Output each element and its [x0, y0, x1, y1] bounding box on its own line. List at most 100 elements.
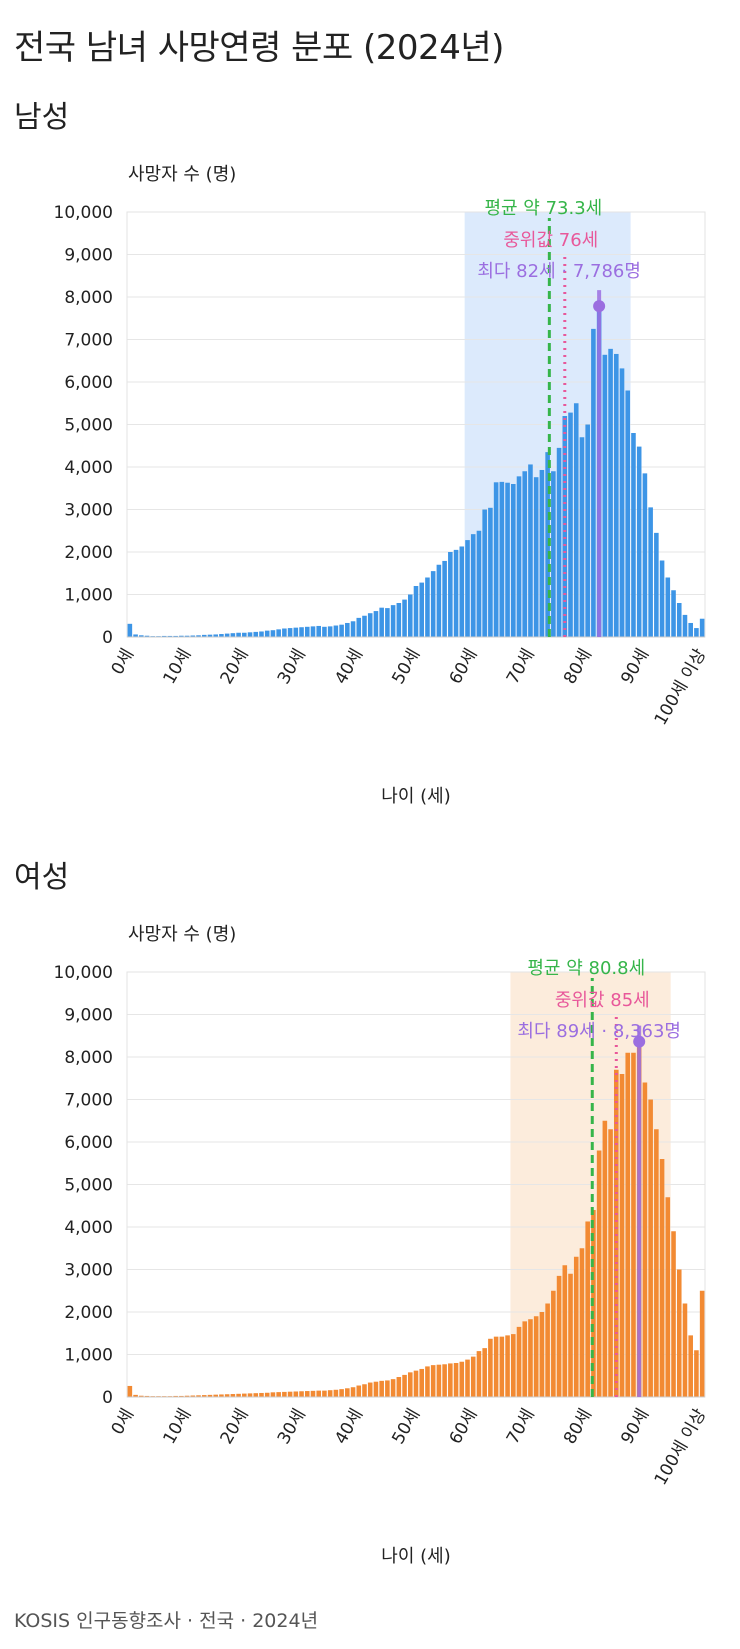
bar	[373, 611, 379, 637]
bar	[259, 631, 264, 637]
bar	[242, 632, 247, 637]
bar	[682, 1303, 688, 1397]
bar	[184, 635, 190, 637]
bar	[448, 1363, 453, 1397]
bar	[516, 1326, 522, 1397]
bar	[339, 624, 344, 637]
x-tick-label: 60세	[446, 1406, 482, 1448]
source-footer: KOSIS 인구동향조사 · 전국 · 2024년	[14, 1610, 319, 1632]
bar	[224, 633, 230, 637]
x-tick-label: 0세	[108, 646, 139, 679]
male-section-title: 남성	[14, 100, 70, 135]
bar	[528, 1319, 533, 1397]
y-tick-label: 0	[102, 1388, 113, 1408]
bar	[144, 635, 150, 637]
bar	[488, 1338, 493, 1397]
bar	[493, 482, 499, 637]
bar	[345, 1388, 350, 1397]
bar	[648, 507, 653, 637]
bar	[161, 635, 167, 637]
x-tick-label: 10세	[159, 646, 195, 688]
bar	[207, 634, 213, 637]
bar	[253, 1393, 259, 1397]
bar	[551, 471, 556, 637]
bar	[356, 1385, 362, 1397]
bar	[699, 1290, 705, 1397]
y-tick-label: 7,000	[64, 1091, 113, 1111]
bar	[648, 1099, 653, 1397]
bar	[367, 613, 373, 637]
bar	[127, 1385, 133, 1397]
y-tick-label: 8,000	[64, 288, 113, 308]
bar	[608, 1129, 613, 1397]
bar	[682, 614, 688, 637]
bar	[322, 626, 327, 637]
bar	[276, 629, 281, 637]
y-tick-label: 2,000	[64, 1303, 113, 1323]
y-tick-label: 4,000	[64, 1218, 113, 1238]
bar	[310, 626, 316, 637]
bar	[545, 452, 550, 637]
bar	[219, 1394, 224, 1397]
bar	[470, 534, 476, 637]
bar	[201, 634, 207, 637]
y-tick-label: 5,000	[64, 1176, 113, 1196]
bar	[236, 632, 241, 637]
y-tick-label: 1,000	[64, 586, 113, 606]
bar	[236, 1393, 241, 1397]
bar	[219, 634, 224, 637]
bar	[533, 1316, 539, 1397]
bar	[636, 446, 642, 637]
bar	[516, 476, 522, 637]
bar	[345, 622, 350, 637]
bar	[436, 1364, 442, 1397]
bar	[367, 1382, 373, 1397]
y-tick-label: 2,000	[64, 543, 113, 563]
y-tick-label: 8,000	[64, 1048, 113, 1068]
bar	[654, 1129, 659, 1397]
bar	[373, 1381, 379, 1397]
bar	[671, 1231, 676, 1397]
bar	[201, 1395, 207, 1397]
bar	[602, 354, 608, 637]
bar	[213, 1394, 218, 1397]
y-tick-label: 6,000	[64, 373, 113, 393]
bar	[505, 482, 510, 637]
bar	[264, 630, 270, 637]
bar	[362, 615, 367, 637]
bar	[694, 628, 699, 637]
bar	[396, 1377, 402, 1397]
bar	[224, 1394, 230, 1397]
mode-marker	[633, 1035, 646, 1048]
bar	[625, 390, 631, 637]
x-tick-label: 60세	[446, 646, 482, 688]
bar	[476, 530, 482, 637]
bar	[282, 1391, 287, 1397]
bar	[247, 632, 253, 637]
bar	[316, 625, 322, 637]
bar	[385, 1380, 390, 1397]
bar	[465, 1359, 470, 1397]
mean-label: 평균 약 73.3세	[484, 198, 602, 219]
bar	[528, 464, 533, 637]
bar	[213, 634, 218, 637]
bar	[299, 1391, 304, 1397]
bar	[133, 634, 138, 637]
bar	[379, 607, 384, 637]
y-tick-label: 0	[102, 628, 113, 648]
x-tick-label: 0세	[108, 1406, 139, 1439]
mean-label: 평균 약 80.8세	[527, 958, 645, 979]
bar	[139, 635, 144, 637]
bar	[676, 1269, 682, 1397]
mode-marker	[593, 300, 606, 313]
bar	[179, 635, 184, 637]
bar	[499, 481, 505, 637]
bar	[522, 1321, 528, 1397]
bar	[545, 1303, 550, 1397]
bar	[127, 623, 133, 637]
y-axis-title: 사망자 수 (명)	[128, 164, 236, 185]
bar	[482, 509, 487, 637]
bar	[316, 1390, 322, 1397]
bar	[676, 603, 682, 637]
bar	[453, 1363, 459, 1397]
